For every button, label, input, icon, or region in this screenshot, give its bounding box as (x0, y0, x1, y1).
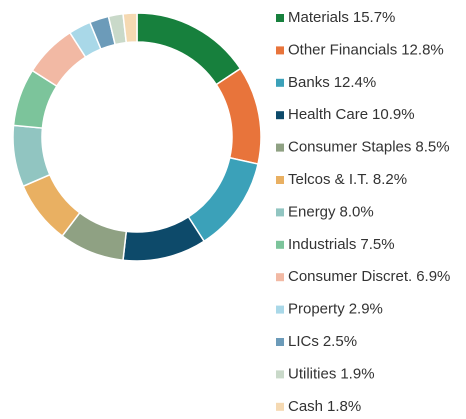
legend-label: Industrials 7.5% (288, 236, 395, 253)
legend-name: Materials (288, 9, 349, 26)
legend-value: 2.9% (349, 301, 383, 318)
donut-slice (215, 67, 262, 165)
legend-swatch (276, 143, 284, 152)
donut-slice (122, 215, 206, 262)
legend-label: Consumer Discret. 6.9% (288, 268, 450, 285)
legend-swatch (276, 370, 284, 379)
legend-swatch (276, 176, 284, 184)
legend-label: Materials 15.7% (288, 9, 395, 26)
legend-value: 10.9% (372, 106, 415, 123)
legend-value: 6.9% (416, 268, 450, 285)
legend-swatch (276, 338, 284, 346)
legend-value: 12.8% (401, 41, 444, 58)
donut-slice (122, 12, 138, 44)
legend-name: LICs (288, 333, 319, 350)
legend-swatch (276, 78, 284, 87)
legend-swatch (276, 273, 284, 282)
legend-swatch (276, 402, 284, 411)
donut-slice (187, 156, 259, 243)
legend-label: Utilities 1.9% (288, 365, 375, 382)
legend-label: Telcos & I.T. 8.2% (288, 171, 407, 188)
legend-swatch (276, 305, 284, 314)
legend-name: Utilities (288, 365, 336, 382)
legend-value: 15.7% (353, 9, 396, 26)
legend-name: Consumer Staples (288, 139, 411, 156)
legend-name: Health Care (288, 106, 368, 123)
legend-label: Cash 1.8% (288, 398, 361, 414)
legend-value: 1.8% (327, 398, 361, 414)
legend-label: Health Care 10.9% (288, 106, 415, 123)
legend-name: Cash (288, 398, 323, 414)
legend-label: Consumer Staples 8.5% (288, 139, 450, 156)
legend-label: LICs 2.5% (288, 333, 357, 350)
legend-name: Telcos & I.T. (288, 171, 369, 188)
legend-swatch (276, 208, 284, 217)
legend-value: 8.5% (415, 139, 449, 156)
donut-slice (12, 124, 51, 188)
legend-swatch (276, 46, 284, 55)
legend-value: 1.9% (340, 365, 374, 382)
legend-label: Energy 8.0% (288, 203, 374, 220)
legend-value: 7.5% (360, 236, 394, 253)
legend-name: Other Financials (288, 41, 397, 58)
legend-name: Property (288, 301, 345, 318)
legend-label: Banks 12.4% (288, 74, 376, 91)
legend-name: Banks (288, 74, 330, 91)
legend-swatch (276, 111, 284, 120)
legend-value: 8.2% (373, 171, 407, 188)
legend-swatch (276, 240, 284, 249)
legend-value: 8.0% (340, 203, 374, 220)
legend-name: Consumer Discret. (288, 268, 412, 285)
legend-name: Energy (288, 203, 336, 220)
legend-name: Industrials (288, 236, 356, 253)
legend-label: Other Financials 12.8% (288, 41, 444, 58)
legend-label: Property 2.9% (288, 301, 383, 318)
legend-value: 12.4% (334, 74, 377, 91)
legend-value: 2.5% (323, 333, 357, 350)
donut-slice (136, 12, 242, 86)
legend-swatch (276, 14, 284, 22)
